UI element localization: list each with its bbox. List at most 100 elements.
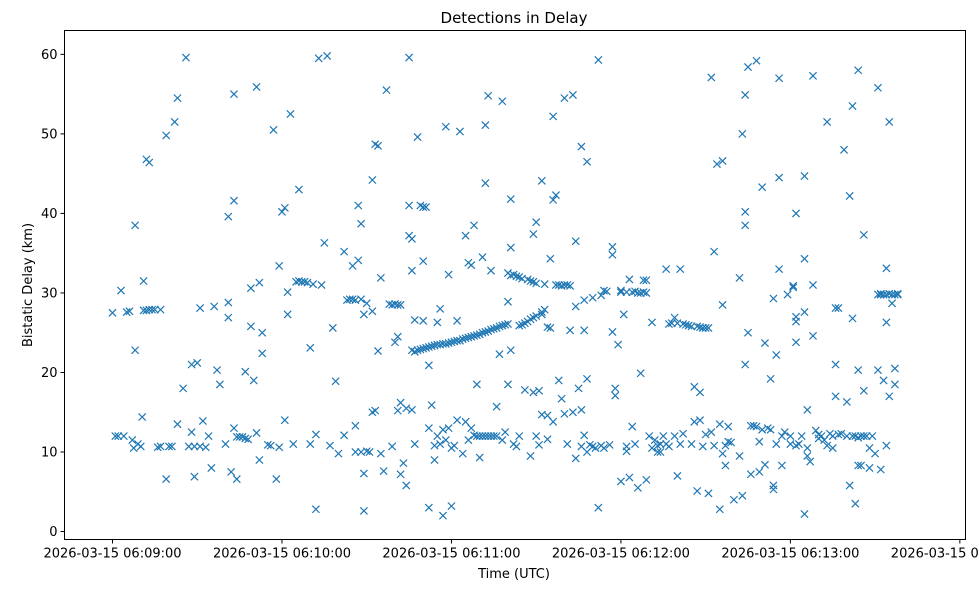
x-axis-ticks: 2026-03-15 06:09:00 2026-03-15 06:10:00 20…	[43, 539, 979, 562]
data-point-marker	[721, 461, 730, 470]
data-point-marker	[721, 441, 730, 450]
data-point-marker	[334, 449, 343, 458]
data-point-marker	[207, 463, 216, 472]
data-point-marker	[639, 276, 648, 285]
data-point-marker	[227, 467, 236, 476]
data-point-marker	[167, 442, 176, 451]
data-point-marker	[571, 302, 580, 311]
data-point-marker	[532, 218, 541, 227]
data-point-marker	[840, 145, 849, 154]
y-tick-label: 0	[49, 525, 57, 540]
data-point-marker	[741, 207, 750, 216]
data-point-marker	[407, 266, 416, 275]
data-point-marker	[755, 437, 764, 446]
data-point-marker	[131, 221, 140, 230]
data-point-marker	[498, 97, 507, 106]
data-point-marker	[845, 191, 854, 200]
data-point-marker	[631, 440, 640, 449]
data-point-marker	[419, 257, 428, 266]
data-point-marker	[204, 432, 213, 441]
data-point-marker	[486, 325, 496, 334]
x-tick-label: 2026-03-15 06:10:00	[213, 547, 351, 562]
x-axis-label: Time (UTC)	[477, 567, 550, 582]
data-point-marker	[252, 428, 261, 437]
data-point-marker	[738, 129, 747, 138]
data-point-marker	[450, 441, 459, 450]
data-point-marker	[845, 481, 854, 490]
data-point-marker	[306, 440, 315, 449]
y-tick-label: 50	[41, 127, 58, 142]
data-point-marker	[351, 447, 360, 457]
plot-frame	[64, 30, 966, 540]
data-point-marker	[138, 412, 147, 422]
data-point-marker	[882, 318, 891, 327]
data-point-marker	[780, 428, 789, 437]
data-point-marker	[258, 328, 267, 337]
data-point-marker	[568, 408, 577, 417]
data-point-marker	[162, 131, 171, 140]
y-axis-ticks: 0 10 20 30 40 50 60	[41, 48, 65, 540]
data-point-marker	[212, 366, 222, 375]
data-point-marker	[656, 447, 665, 457]
data-point-marker	[577, 405, 586, 414]
data-point-marker	[348, 295, 357, 304]
data-point-marker	[515, 321, 524, 330]
data-point-marker	[125, 307, 134, 316]
data-point-marker	[642, 288, 651, 297]
data-point-marker	[283, 310, 292, 319]
data-point-marker	[275, 261, 284, 270]
y-tick-label: 30	[41, 286, 58, 301]
data-point-marker	[354, 201, 363, 210]
data-point-marker	[792, 338, 801, 347]
data-point-marker	[292, 277, 301, 286]
data-point-marker	[438, 511, 448, 520]
data-point-marker	[210, 302, 219, 311]
data-point-marker	[300, 277, 309, 286]
data-point-marker	[769, 485, 778, 494]
data-point-marker	[475, 432, 484, 441]
data-point-marker	[283, 288, 292, 297]
data-point-marker	[633, 483, 642, 492]
data-point-marker	[828, 444, 837, 453]
data-point-marker	[515, 432, 524, 441]
data-point-marker	[769, 294, 778, 303]
data-point-marker	[215, 380, 224, 389]
data-point-marker	[800, 510, 809, 519]
data-point-marker	[543, 411, 552, 420]
data-point-marker	[156, 305, 165, 314]
data-point-marker	[616, 477, 625, 486]
data-point-marker	[817, 432, 826, 441]
data-point-marker	[727, 438, 736, 447]
data-point-marker	[749, 421, 758, 430]
data-point-marker	[534, 386, 544, 395]
data-point-marker	[823, 117, 832, 126]
data-point-marker	[729, 495, 738, 504]
data-point-marker	[187, 360, 196, 369]
data-point-marker	[760, 339, 769, 348]
data-point-marker	[249, 376, 258, 385]
data-point-marker	[803, 405, 812, 414]
data-markers	[108, 51, 902, 520]
data-point-marker	[359, 506, 368, 515]
data-point-marker	[549, 417, 558, 426]
data-point-marker	[820, 436, 829, 445]
data-point-marker	[862, 432, 871, 441]
data-point-marker	[698, 323, 707, 332]
data-point-marker	[532, 432, 541, 441]
data-point-marker	[582, 374, 592, 383]
data-point-marker	[419, 203, 428, 212]
data-point-marker	[229, 90, 238, 99]
y-tick-label: 40	[41, 207, 58, 222]
y-tick-label: 10	[41, 446, 58, 461]
data-point-marker	[441, 122, 450, 131]
data-point-marker	[461, 417, 470, 426]
x-tick-label: 2026-03-15 06:09:00	[43, 547, 181, 562]
data-point-marker	[568, 90, 577, 99]
data-point-marker	[512, 442, 521, 451]
data-point-marker	[173, 94, 182, 103]
data-point-marker	[772, 350, 781, 360]
data-point-marker	[871, 449, 880, 458]
y-tick-label: 60	[41, 48, 58, 63]
data-point-marker	[698, 442, 707, 451]
data-point-marker	[859, 432, 868, 441]
